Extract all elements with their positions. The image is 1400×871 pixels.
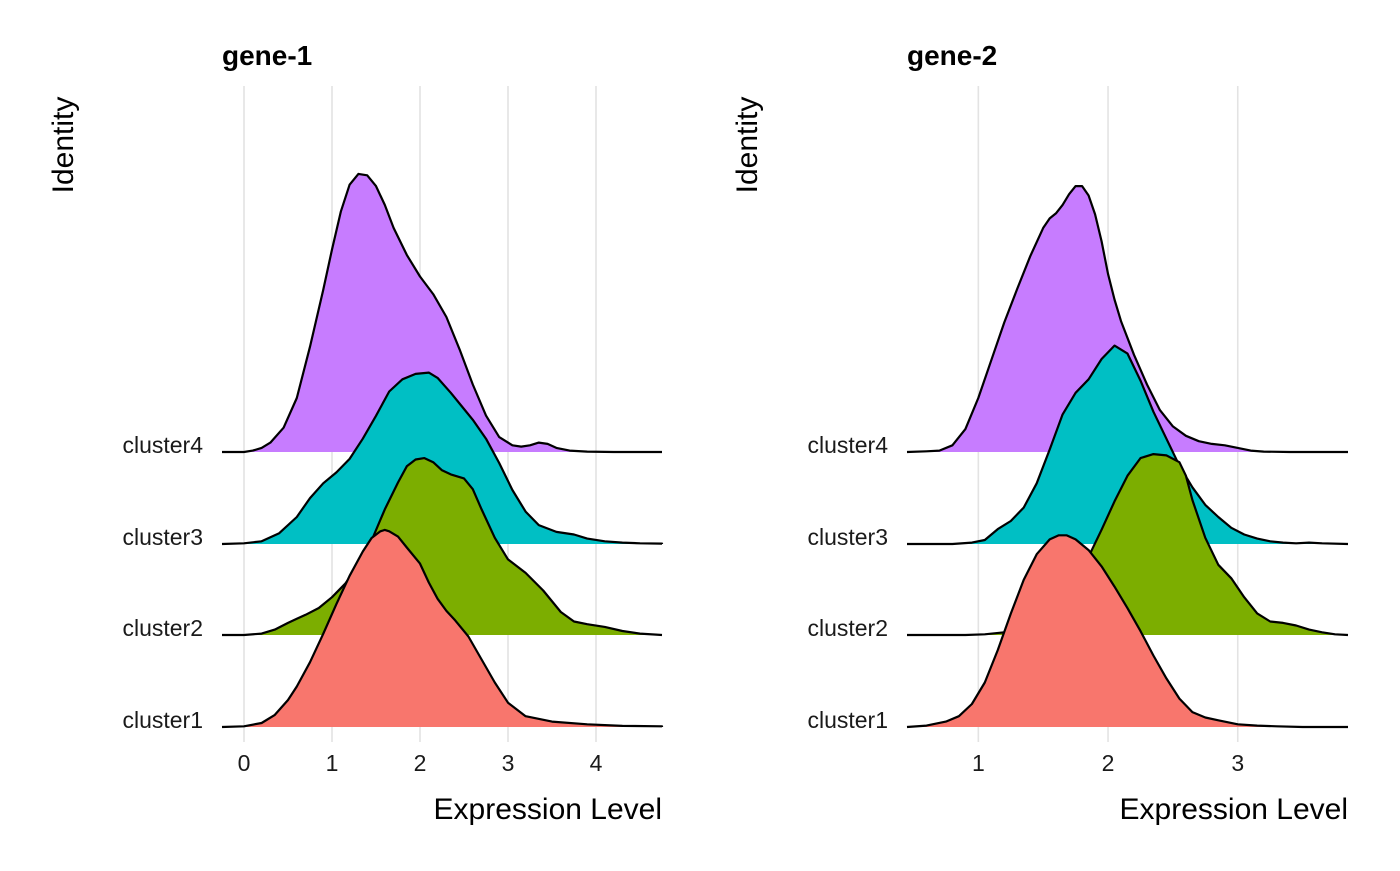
y-tick-label-cluster3: cluster3 — [807, 524, 888, 550]
y-tick-label-cluster2: cluster2 — [122, 615, 203, 641]
ridge-fill-cluster2 — [907, 454, 1348, 635]
x-axis-label: Expression Level — [1120, 793, 1348, 826]
panel-title: gene-2 — [907, 40, 997, 71]
y-tick-label-cluster3: cluster3 — [122, 524, 203, 550]
ridge-outline-cluster3 — [221, 371, 664, 546]
ridge-fill-cluster2 — [244, 458, 662, 635]
x-tick-label: 1 — [972, 750, 985, 776]
x-axis-label: Expression Level — [434, 793, 662, 826]
ridge-fill-cluster3 — [222, 372, 662, 544]
ridge-fill-cluster4 — [244, 173, 662, 452]
y-axis-label: Identity — [47, 97, 80, 194]
y-tick-label-cluster4: cluster4 — [807, 432, 888, 458]
y-tick-label-cluster4: cluster4 — [122, 432, 203, 458]
panel-gene-2: cluster1 cluster2 cluster3 cluster4 1 2 3 gene-… — [731, 40, 1349, 826]
y-tick-label-cluster1: cluster1 — [807, 707, 888, 733]
x-tick-label: 0 — [238, 750, 251, 776]
x-tick-label: 2 — [414, 750, 427, 776]
x-tick-label: 3 — [1231, 750, 1244, 776]
x-tick-label: 2 — [1102, 750, 1115, 776]
ridge-fill-cluster3 — [907, 345, 1348, 544]
ridge-fill-cluster1 — [907, 535, 1348, 727]
y-axis-label: Identity — [731, 97, 764, 194]
x-tick-label: 3 — [502, 750, 515, 776]
y-tick-label-cluster2: cluster2 — [807, 615, 888, 641]
y-tick-label-cluster1: cluster1 — [122, 707, 203, 733]
x-tick-label: 4 — [590, 750, 603, 776]
panel-gene-1: cluster1 cluster2 cluster3 cluster4 0 1 2 3 4 gen… — [47, 40, 664, 826]
ridge-outline-cluster4 — [906, 185, 1348, 454]
ridge-outline-cluster3 — [907, 344, 1349, 546]
ridge-outline-cluster4 — [222, 172, 662, 454]
ridge-fill-cluster4 — [907, 186, 1348, 452]
ridge-outline-cluster2 — [222, 457, 663, 637]
ridge-outline-cluster1 — [906, 534, 1348, 729]
ridge-outline-cluster1 — [221, 528, 664, 729]
ridge-fill-cluster1 — [222, 529, 662, 727]
x-tick-label: 1 — [326, 750, 339, 776]
panel-title: gene-1 — [222, 40, 312, 71]
